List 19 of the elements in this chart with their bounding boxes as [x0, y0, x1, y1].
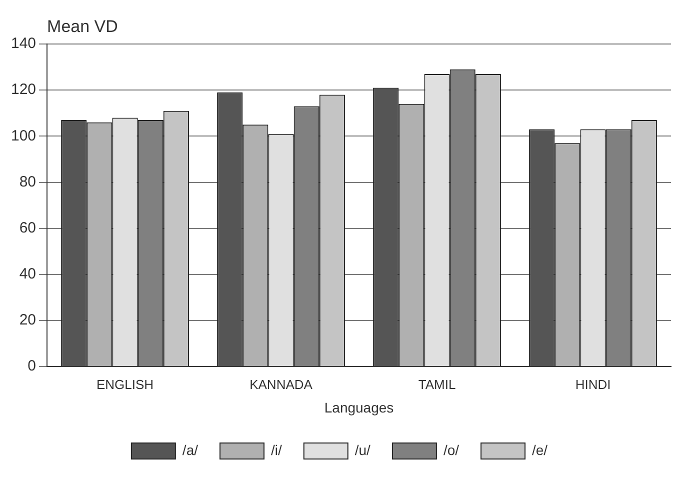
y-tick-label: 140 — [10, 35, 36, 52]
y-tick-label: 80 — [19, 173, 36, 190]
legend-label: /o/ — [443, 442, 460, 458]
legend-label: /a/ — [182, 442, 198, 458]
x-axis-title: Languages — [324, 399, 394, 416]
legend-label: /i/ — [270, 442, 282, 458]
x-tick-label: HINDI — [575, 376, 611, 392]
y-tick-label: 20 — [19, 312, 36, 329]
x-tick-label: TAMIL — [418, 376, 456, 392]
x-tick-label: KANNADA — [250, 376, 313, 392]
y-tick-label: 60 — [19, 219, 36, 236]
x-tick-label: ENGLISH — [96, 376, 154, 392]
y-tick-label: 0 — [28, 358, 36, 375]
legend-label: /u/ — [354, 442, 371, 458]
y-axis-title: Mean VD — [47, 17, 118, 36]
legend-label: /e/ — [532, 442, 548, 458]
y-tick-label: 40 — [19, 266, 36, 283]
y-tick-label: 100 — [10, 127, 36, 144]
y-tick-label: 120 — [10, 81, 36, 98]
